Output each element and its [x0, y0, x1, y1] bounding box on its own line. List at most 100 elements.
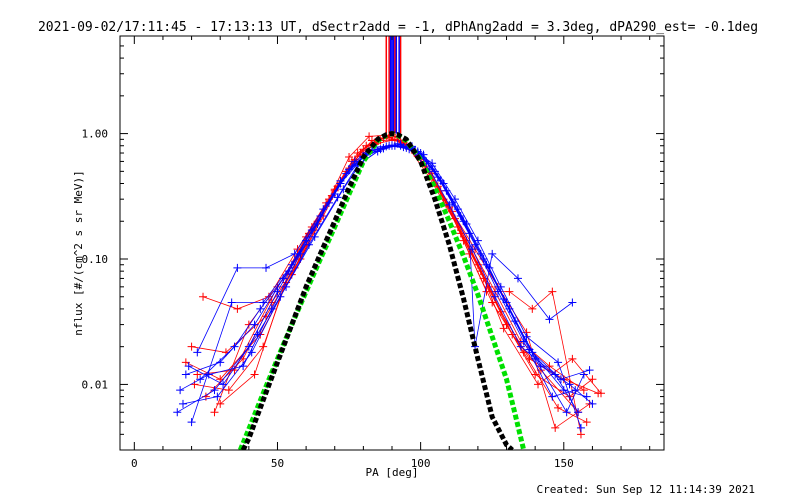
- series-15-point-2: [256, 304, 265, 313]
- series-6-point-0: [216, 399, 225, 408]
- fit-curve-group: [237, 131, 527, 450]
- fit-curve-black: [240, 131, 514, 450]
- series-7-point-15: [597, 389, 606, 398]
- series-15-point-12: [482, 260, 491, 269]
- y-tick-label-0: 0.01: [82, 378, 109, 391]
- series-6-point-12: [505, 287, 514, 296]
- series-12-point-13: [488, 249, 497, 258]
- series-10-point-0: [187, 418, 196, 427]
- axes-group: 0 50 100 150 0.01 0.10 1.00: [82, 35, 664, 470]
- series-15-point-14: [531, 354, 540, 363]
- series-4-point-13: [519, 348, 528, 357]
- series-line-2: [191, 137, 579, 413]
- series-7-point-13: [534, 380, 543, 389]
- x-tick-label-3: 150: [554, 457, 574, 470]
- series-14-point-15: [548, 392, 557, 401]
- series-4-point-14: [554, 403, 563, 412]
- y-axis-label: nflux [#/(cm^2 s sr MeV)]: [72, 170, 85, 336]
- x-axis-label: PA [deg]: [366, 466, 419, 479]
- creation-timestamp: Created: Sun Sep 12 11:14:39 2021: [536, 483, 755, 496]
- series-13-point-4: [310, 232, 319, 241]
- vertical-line-group: [385, 36, 402, 134]
- series-13-point-2: [253, 330, 262, 339]
- series-12-point-14: [513, 274, 522, 283]
- series-13-point-0: [184, 362, 193, 371]
- series-9-point-0: [181, 370, 190, 379]
- series-15-point-16: [579, 370, 588, 379]
- series-6-point-14: [548, 287, 557, 296]
- series-15-point-13: [505, 304, 514, 313]
- series-8-point-15: [551, 370, 560, 379]
- series-11-point-15: [554, 358, 563, 367]
- series-10-point-1: [227, 298, 236, 307]
- series-14-point-12: [471, 240, 480, 249]
- series-5-point-1: [233, 304, 242, 313]
- data-series-group: [173, 130, 606, 439]
- x-tick-label-2: 100: [411, 457, 431, 470]
- series-8-point-12: [468, 245, 477, 254]
- series-6-point-13: [528, 304, 537, 313]
- series-15-point-4: [313, 220, 322, 229]
- series-14-point-5: [333, 193, 342, 202]
- series-8-point-13: [491, 292, 500, 301]
- x-tick-label-1: 50: [271, 457, 284, 470]
- series-12-point-15: [545, 315, 554, 324]
- series-line-10: [191, 145, 593, 423]
- series-12-point-1: [233, 263, 242, 272]
- series-7-point-2: [259, 342, 268, 351]
- series-13-point-16: [585, 366, 594, 375]
- series-12-point-3: [290, 249, 299, 258]
- series-5-point-14: [551, 423, 560, 432]
- series-13-point-15: [556, 375, 565, 384]
- series-line-11: [179, 144, 582, 429]
- series-line-4: [185, 140, 587, 423]
- series-13-point-13: [499, 294, 508, 303]
- y-tick-label-1: 0.10: [82, 253, 109, 266]
- series-12-point-2: [262, 263, 271, 272]
- series-15-point-15: [562, 408, 571, 417]
- series-15-point-8: [396, 141, 405, 150]
- x-tick-label-0: 0: [131, 457, 138, 470]
- series-7-point-0: [190, 380, 199, 389]
- series-0-point-5: [345, 153, 354, 162]
- series-7-point-6: [362, 141, 371, 150]
- series-15-point-0: [196, 375, 205, 384]
- series-14-point-1: [213, 392, 222, 401]
- series-15-point-7: [379, 143, 388, 152]
- series-15-point-10: [436, 176, 445, 185]
- series-15-point-1: [230, 342, 239, 351]
- series-8-point-1: [210, 386, 219, 395]
- series-14-point-4: [304, 240, 313, 249]
- series-0-point-0: [193, 370, 202, 379]
- series-11-point-16: [576, 423, 585, 432]
- series-line-15: [199, 145, 585, 414]
- series-line-7: [194, 135, 602, 394]
- series-6-point-1: [250, 370, 259, 379]
- series-9-point-2: [250, 320, 259, 329]
- series-0-point-6: [365, 132, 374, 141]
- series-line-14: [182, 145, 576, 405]
- series-8-point-0: [173, 408, 182, 417]
- chart-title: 2021-09-02/17:11:45 - 17:13:13 UT, dSect…: [38, 20, 758, 35]
- series-8-point-14: [516, 342, 525, 351]
- series-15-point-3: [284, 267, 293, 276]
- series-7-point-14: [568, 354, 577, 363]
- series-5-point-10: [448, 207, 457, 216]
- series-10-point-15: [565, 380, 574, 389]
- series-5-point-0: [199, 292, 208, 301]
- series-2-point-0: [187, 342, 196, 351]
- series-15-point-5: [336, 176, 345, 185]
- series-3-point-0: [210, 408, 219, 417]
- series-9-point-15: [559, 386, 568, 395]
- series-14-point-3: [276, 292, 285, 301]
- y-tick-label-2: 1.00: [82, 128, 109, 141]
- series-7-point-1: [224, 386, 233, 395]
- series-15-point-11: [459, 217, 468, 226]
- series-10-point-16: [588, 399, 597, 408]
- series-13-point-1: [219, 380, 228, 389]
- series-11-point-12: [473, 236, 482, 245]
- series-14-point-2: [247, 348, 256, 357]
- series-7-point-12: [499, 324, 508, 333]
- series-12-point-16: [568, 298, 577, 307]
